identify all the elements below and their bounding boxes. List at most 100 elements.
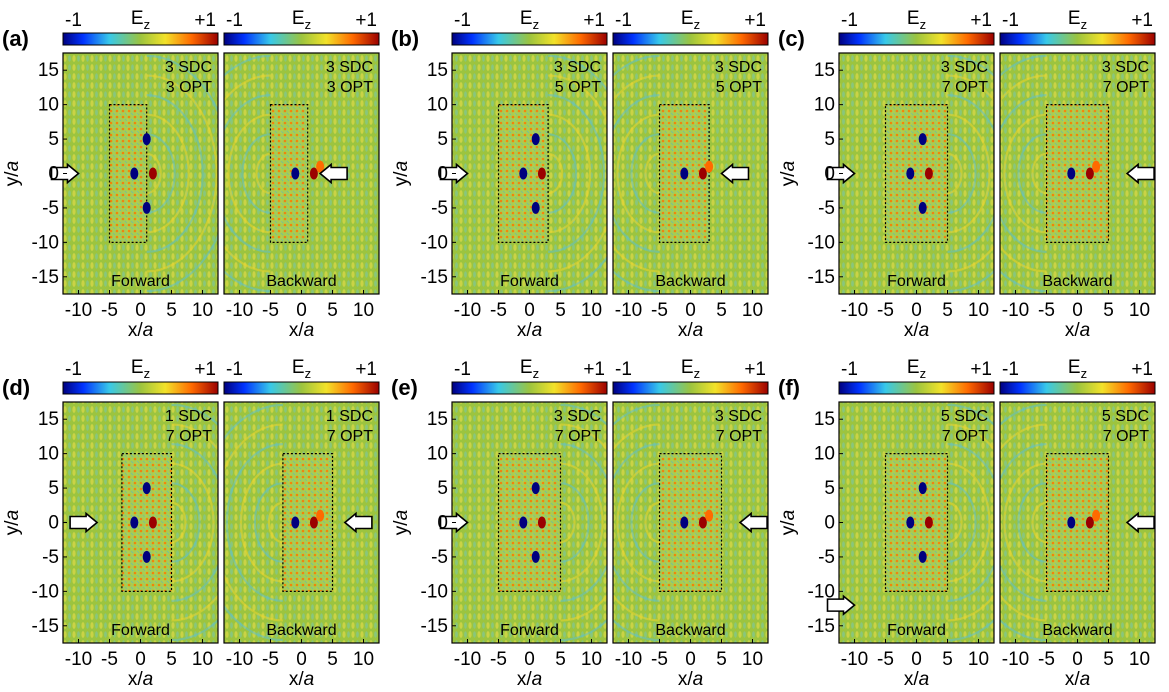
field-hotspot [1067, 516, 1076, 529]
field-hotspot [309, 167, 318, 180]
field-hotspot [537, 167, 546, 180]
field-hotspot [519, 516, 528, 529]
wavefront [644, 501, 660, 544]
y-axis-label: y/a [391, 161, 412, 186]
field-hotspot [142, 133, 151, 146]
backward-panel: 5 SDC 7 OPT Backward -10 -5 0 5 10 x/a -1 +1 Ez [999, 357, 1156, 690]
field-hotspot [537, 516, 546, 529]
wavefront [146, 113, 190, 234]
wavefront [224, 403, 283, 642]
colorbar-min-label: -1 [841, 359, 858, 380]
field-hotspot [1085, 167, 1094, 180]
sdc-label: 3 SDC [554, 408, 601, 425]
field-hotspot [680, 516, 689, 529]
wavefront [224, 94, 271, 253]
x-tick-label: 5 [327, 649, 338, 670]
lattice-region [1046, 104, 1109, 243]
x-tick-label: -10 [1002, 300, 1029, 321]
wavefront [560, 443, 607, 602]
x-tick-label: 0 [524, 649, 535, 670]
wavefront [146, 54, 218, 293]
group-label: (e) [391, 375, 418, 400]
colorbar-min-label: -1 [226, 10, 243, 31]
field-hotspot [130, 516, 139, 529]
x-axis-label: x/a [1065, 669, 1090, 690]
colorbar [612, 381, 769, 395]
wavefront [947, 74, 994, 273]
backward-label: Backward [266, 273, 336, 290]
wavefront [548, 133, 578, 214]
colorbar-max-label: +1 [583, 359, 605, 380]
wavefront [224, 74, 271, 273]
y-tick-label: 5 [824, 478, 835, 499]
x-axis-label: x/a [678, 320, 703, 341]
x-axis-label: x/a [904, 320, 929, 341]
scatterer-boundary [497, 104, 549, 243]
y-tick-label: -5 [431, 547, 448, 568]
colorbar-title: Ez [131, 357, 150, 381]
y-tick-label: 10 [38, 444, 59, 465]
colorbar-min-label: -1 [454, 359, 471, 380]
x-tick-label: 10 [742, 649, 763, 670]
y-tick-label: -5 [818, 198, 835, 219]
colorbar-title: Ez [520, 8, 539, 32]
lattice-region [1046, 453, 1109, 592]
x-axis-label: x/a [1065, 320, 1090, 341]
x-tick-label: 10 [581, 300, 602, 321]
x-tick-label: -5 [877, 649, 894, 670]
x-tick-label: 5 [716, 649, 727, 670]
colorbar-title: Ez [1068, 8, 1087, 32]
group-label: (b) [391, 26, 419, 51]
colorbar-title: Ez [131, 8, 150, 32]
forward-label: Forward [500, 273, 559, 290]
x-tick-label: -10 [226, 300, 253, 321]
x-tick-label: 10 [1129, 649, 1150, 670]
x-axis-label: x/a [678, 669, 703, 690]
backward-label: Backward [655, 622, 725, 639]
colorbar-max-label: +1 [355, 359, 377, 380]
x-tick-label: 5 [1103, 649, 1114, 670]
x-tick-label: -5 [101, 300, 118, 321]
y-tick-label: 15 [814, 60, 835, 81]
field-hotspot [906, 516, 915, 529]
colorbar-min-label: -1 [226, 359, 243, 380]
backward-label: Backward [266, 622, 336, 639]
y-axis-label: y/a [2, 510, 23, 535]
x-axis-label: x/a [517, 669, 542, 690]
field-hotspot [291, 516, 300, 529]
field-hotspot [906, 167, 915, 180]
field-hotspot [918, 482, 927, 495]
wavefront [613, 94, 660, 253]
colorbar-max-label: +1 [1131, 359, 1153, 380]
wavefront [644, 152, 660, 195]
scatterer-boundary [658, 104, 710, 243]
colorbar [451, 32, 608, 46]
wavefront [239, 462, 283, 583]
x-tick-label: -5 [490, 300, 507, 321]
y-tick-label: -10 [808, 581, 835, 602]
incident-arrow-left [1125, 511, 1155, 534]
x-tick-label: 5 [327, 300, 338, 321]
x-tick-label: -5 [651, 300, 668, 321]
wavefront [947, 423, 994, 622]
wavefront [560, 482, 590, 563]
wavefront [613, 74, 660, 273]
x-tick-label: -10 [454, 649, 481, 670]
y-tick-label: -10 [808, 232, 835, 253]
field-hotspot [918, 550, 927, 563]
sdc-label: 3 SDC [715, 408, 762, 425]
y-axis-label: y/a [778, 161, 799, 186]
wavefront [947, 403, 994, 642]
incident-arrow-left [720, 162, 750, 185]
y-tick-label: 15 [38, 60, 59, 81]
sdc-label: 3 SDC [715, 59, 762, 76]
wavefront [171, 443, 218, 602]
x-tick-label: 10 [1129, 300, 1150, 321]
y-tick-label: -10 [32, 581, 59, 602]
x-axis-label: x/a [289, 320, 314, 341]
